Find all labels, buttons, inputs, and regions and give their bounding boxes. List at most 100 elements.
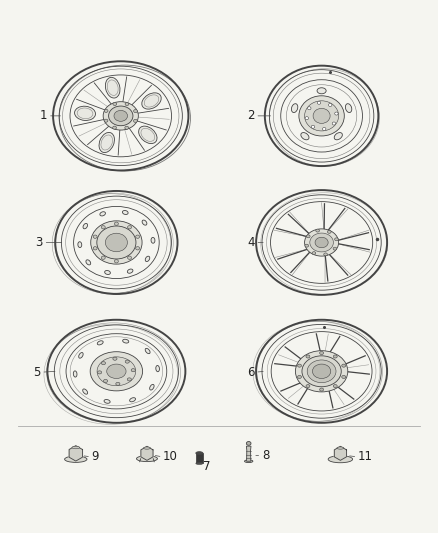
Ellipse shape [322, 127, 326, 131]
Ellipse shape [100, 212, 106, 216]
Ellipse shape [127, 256, 131, 260]
Text: 9: 9 [92, 450, 99, 463]
Ellipse shape [333, 247, 337, 250]
Ellipse shape [93, 235, 97, 238]
Ellipse shape [333, 384, 337, 387]
Ellipse shape [151, 237, 155, 243]
Ellipse shape [328, 456, 353, 463]
Ellipse shape [114, 222, 118, 225]
Text: 11: 11 [358, 450, 373, 463]
Ellipse shape [116, 382, 120, 385]
Ellipse shape [93, 247, 97, 250]
Ellipse shape [65, 456, 87, 463]
Ellipse shape [295, 351, 348, 392]
Ellipse shape [328, 230, 331, 233]
Ellipse shape [86, 260, 91, 265]
Ellipse shape [104, 400, 110, 403]
Ellipse shape [101, 256, 105, 260]
Ellipse shape [142, 220, 147, 225]
Text: 6: 6 [247, 366, 255, 378]
Ellipse shape [79, 352, 83, 358]
Ellipse shape [142, 93, 161, 109]
Ellipse shape [307, 360, 336, 383]
Text: 5: 5 [33, 366, 41, 378]
Ellipse shape [306, 355, 310, 358]
Ellipse shape [196, 451, 203, 455]
Ellipse shape [131, 369, 135, 372]
Ellipse shape [311, 125, 314, 128]
Ellipse shape [136, 247, 140, 250]
Ellipse shape [91, 221, 142, 264]
Ellipse shape [125, 126, 129, 130]
Text: 3: 3 [35, 236, 43, 249]
Ellipse shape [305, 244, 309, 247]
Text: 10: 10 [163, 450, 178, 463]
Ellipse shape [122, 211, 128, 214]
Ellipse shape [150, 384, 154, 390]
Ellipse shape [346, 104, 352, 112]
Ellipse shape [334, 133, 343, 140]
Text: 8: 8 [262, 449, 269, 462]
Ellipse shape [247, 441, 251, 445]
Ellipse shape [101, 225, 105, 229]
Ellipse shape [312, 252, 316, 255]
Ellipse shape [98, 371, 102, 374]
Ellipse shape [337, 447, 344, 449]
Ellipse shape [127, 378, 131, 381]
Ellipse shape [244, 460, 253, 463]
Ellipse shape [136, 235, 140, 238]
Ellipse shape [109, 106, 133, 126]
Ellipse shape [114, 260, 118, 263]
Text: 7: 7 [203, 460, 211, 473]
Ellipse shape [144, 447, 150, 449]
Ellipse shape [320, 388, 324, 391]
Ellipse shape [299, 96, 344, 136]
Ellipse shape [74, 106, 95, 120]
Ellipse shape [97, 226, 136, 259]
Polygon shape [69, 446, 82, 461]
Ellipse shape [137, 456, 157, 462]
Ellipse shape [134, 110, 138, 112]
Ellipse shape [291, 104, 298, 112]
Ellipse shape [104, 119, 108, 122]
Ellipse shape [73, 371, 77, 377]
Ellipse shape [297, 375, 301, 378]
Ellipse shape [333, 355, 337, 358]
Ellipse shape [313, 108, 330, 124]
Ellipse shape [342, 375, 346, 378]
Ellipse shape [105, 270, 110, 274]
Ellipse shape [130, 398, 135, 402]
Ellipse shape [113, 357, 117, 360]
Ellipse shape [145, 256, 150, 262]
Ellipse shape [307, 235, 310, 238]
Text: 1: 1 [40, 109, 47, 123]
Polygon shape [141, 446, 153, 461]
Ellipse shape [101, 361, 106, 365]
Ellipse shape [317, 88, 326, 94]
Ellipse shape [317, 101, 321, 104]
Ellipse shape [134, 119, 137, 123]
Ellipse shape [139, 126, 157, 143]
Ellipse shape [156, 366, 159, 372]
Polygon shape [196, 453, 203, 463]
Ellipse shape [328, 103, 332, 107]
Ellipse shape [83, 389, 88, 394]
Ellipse shape [125, 360, 129, 363]
Ellipse shape [97, 341, 103, 345]
Ellipse shape [315, 237, 328, 248]
Ellipse shape [107, 364, 126, 378]
Ellipse shape [196, 462, 203, 465]
Ellipse shape [103, 102, 138, 130]
Ellipse shape [113, 102, 117, 106]
Ellipse shape [106, 233, 127, 252]
Ellipse shape [316, 229, 319, 232]
Text: 2: 2 [247, 109, 255, 123]
Ellipse shape [324, 253, 328, 256]
Ellipse shape [310, 233, 333, 252]
Ellipse shape [335, 112, 338, 115]
Ellipse shape [301, 133, 309, 140]
Polygon shape [334, 446, 346, 461]
Ellipse shape [332, 122, 336, 125]
Ellipse shape [97, 357, 136, 386]
Ellipse shape [305, 117, 308, 120]
